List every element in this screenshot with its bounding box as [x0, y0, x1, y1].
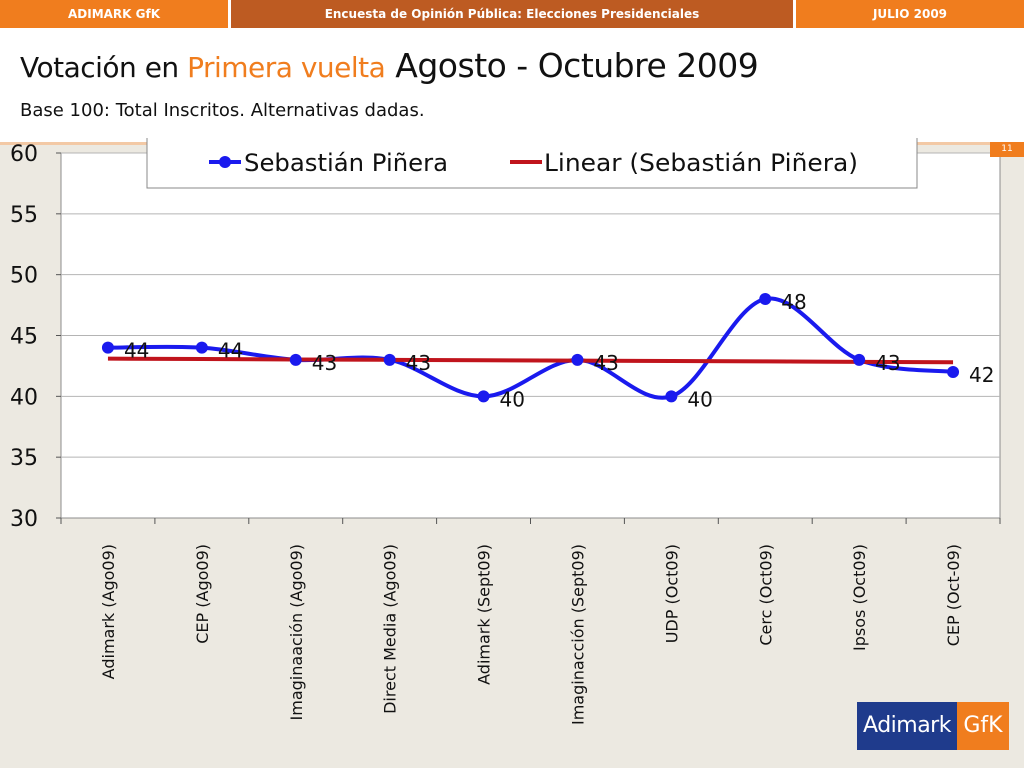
- data-point: [853, 353, 866, 366]
- logo-left-text: Adimark: [857, 702, 957, 750]
- x-tick-label: Imaginaación (Ago09): [287, 544, 306, 720]
- legend-label-trend: Linear (Sebastián Piñera): [544, 149, 858, 177]
- x-tick-label: Ipsos (Oct09): [850, 544, 869, 651]
- data-point: [195, 341, 208, 354]
- data-label: 43: [312, 351, 337, 375]
- x-tick-label: Imaginacción (Sept09): [568, 544, 587, 725]
- data-point: [665, 390, 678, 403]
- brand-logo: Adimark GfK: [857, 702, 1009, 750]
- poll-chart: 30 35 40 45 50 55 60 Adimark (Ago09) CEP (Ago09)…: [10, 138, 1001, 725]
- y-tick-label: 30: [10, 507, 38, 532]
- header-date: JULIO 2009: [796, 0, 1024, 28]
- data-label: 43: [593, 351, 618, 375]
- data-label: 43: [406, 351, 431, 375]
- x-tick-label: Adimark (Ago09): [99, 544, 118, 679]
- x-tick-label: Adimark (Sept09): [475, 544, 494, 685]
- data-label: 40: [500, 387, 525, 411]
- title-period: Agosto - Octubre 2009: [385, 46, 759, 85]
- data-point: [101, 341, 114, 354]
- title-part-1: Votación en: [20, 51, 188, 84]
- y-tick-label: 55: [10, 203, 38, 228]
- header-survey-title: Encuesta de Opinión Pública: Elecciones …: [231, 0, 793, 28]
- data-label: 40: [687, 387, 712, 411]
- data-label: 43: [875, 351, 900, 375]
- page-title: Votación en Primera vuelta Agosto - Octu…: [20, 46, 759, 85]
- y-tick-label: 40: [10, 385, 38, 410]
- legend-marker-pinera: [219, 156, 231, 168]
- x-tick-label: Cerc (Oct09): [756, 544, 775, 646]
- data-point: [759, 293, 772, 305]
- y-tick-label: 35: [10, 446, 38, 471]
- data-point: [947, 366, 960, 378]
- data-label: 44: [124, 339, 149, 363]
- y-tick-label: 45: [10, 325, 38, 350]
- header-bar: ADIMARK GfK Encuesta de Opinión Pública:…: [0, 0, 1024, 28]
- y-tick-label: 60: [10, 142, 38, 167]
- data-point: [383, 353, 396, 366]
- slide-number: 11: [990, 142, 1024, 157]
- title-highlight: Primera vuelta: [187, 51, 386, 84]
- data-point: [571, 353, 584, 366]
- data-label: 42: [969, 363, 994, 387]
- x-tick-label: Direct Media (Ago09): [381, 544, 400, 714]
- title-area: [0, 28, 1024, 142]
- series-line-pinera: [107, 296, 954, 400]
- y-tick-label: 50: [10, 264, 38, 289]
- trend-line: [107, 356, 954, 365]
- x-tick-label: CEP (Oct-09): [944, 544, 963, 646]
- x-tick-label: UDP (Oct09): [662, 544, 681, 643]
- data-label: 44: [218, 339, 243, 363]
- legend-label-pinera: Sebastián Piñera: [244, 149, 448, 177]
- x-tick-label: CEP (Ago09): [193, 544, 212, 644]
- data-point: [477, 390, 490, 403]
- page-subtitle: Base 100: Total Inscritos. Alternativas …: [20, 100, 425, 121]
- header-brand: ADIMARK GfK: [0, 0, 228, 28]
- data-label: 48: [781, 290, 806, 314]
- logo-right-text: GfK: [957, 702, 1009, 750]
- data-point: [289, 353, 302, 366]
